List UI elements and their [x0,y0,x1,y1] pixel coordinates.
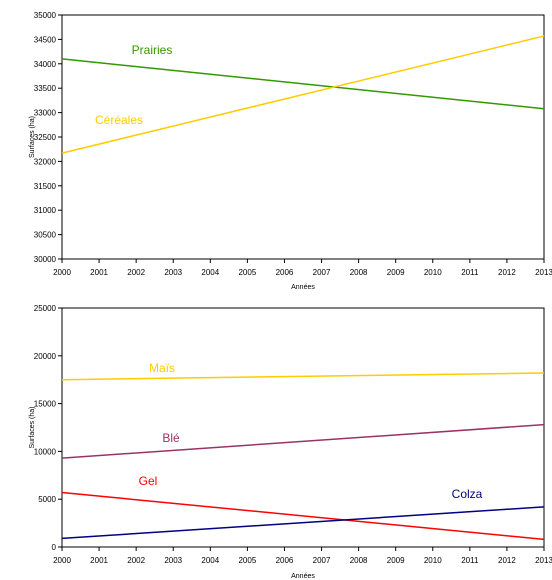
x-tick-label: 2001 [90,268,108,277]
x-tick-label: 2007 [313,268,331,277]
y-tick-label: 31500 [34,182,57,191]
series-label-ble: Blé [162,431,180,445]
chart-1: 30000 30500 31000 31500 32000 32500 33000 33500… [29,11,552,291]
x-tick-label: 2007 [313,556,331,565]
series-line-colza [61,506,545,540]
x-tick-label: 2004 [201,556,219,565]
series-line-cereales [61,35,545,154]
x-tick-label: 2005 [238,268,256,277]
y-axis-title: Surfaces (ha) [29,406,36,448]
chart-2: 0 5000 10000 15000 20000 25000 2000 2001 2002 200… [29,304,552,580]
x-axis-title: Années [291,573,315,580]
y-tick-label: 31000 [34,206,57,215]
x-tick-label: 2002 [127,268,145,277]
y-tick-label: 0 [52,543,57,552]
x-tick-label: 2009 [387,268,405,277]
x-tick-label: 2013 [535,556,552,565]
series-line-ble [61,423,545,459]
x-tick-label: 2013 [535,268,552,277]
series-line-prairies [61,58,545,110]
series-label-prairies: Prairies [132,43,173,57]
x-tick-label: 2012 [498,268,516,277]
series-label-colza: Colza [452,487,483,501]
x-tick-label: 2006 [276,556,294,565]
y-axis-title: Surfaces (ha) [29,116,36,158]
y-tick-label: 5000 [38,495,56,504]
x-tick-label: 2008 [350,556,368,565]
y-tick-label: 30000 [34,255,57,264]
y-tick-label: 15000 [34,400,57,409]
series-label-mais: Maïs [149,361,175,375]
x-tick-label: 2002 [127,556,145,565]
x-tick-label: 2010 [424,268,442,277]
series-line-gel [61,491,545,541]
x-tick-label: 2009 [387,556,405,565]
y-tick-label: 34000 [34,60,57,69]
y-tick-label: 33500 [34,84,57,93]
plot-area [61,307,545,548]
x-tick-label: 2012 [498,556,516,565]
x-tick-label: 2011 [461,556,479,565]
y-tick-label: 20000 [34,352,57,361]
x-tick-label: 2004 [201,268,219,277]
y-tick-label: 10000 [34,447,57,456]
x-tick-label: 2001 [90,556,108,565]
series-label-cereales: Céréales [95,113,143,127]
y-tick-label: 32000 [34,157,57,166]
series-label-gel: Gel [139,474,158,488]
y-tick-label: 33000 [34,109,57,118]
x-tick-label: 2008 [350,268,368,277]
x-tick-label: 2003 [164,268,182,277]
x-tick-label: 2005 [238,556,256,565]
x-tick-label: 2011 [461,268,479,277]
x-tick-label: 2010 [424,556,442,565]
x-tick-label: 2006 [276,268,294,277]
y-tick-label: 34500 [34,35,57,44]
y-tick-label: 30500 [34,231,57,240]
y-tick-label: 25000 [34,304,57,313]
y-tick-label: 35000 [34,11,57,20]
y-tick-label: 32500 [34,133,57,142]
x-tick-label: 2003 [164,556,182,565]
x-tick-label: 2000 [53,556,71,565]
x-axis-title: Années [291,284,315,291]
series-line-mais [61,372,545,381]
x-tick-label: 2000 [53,268,71,277]
